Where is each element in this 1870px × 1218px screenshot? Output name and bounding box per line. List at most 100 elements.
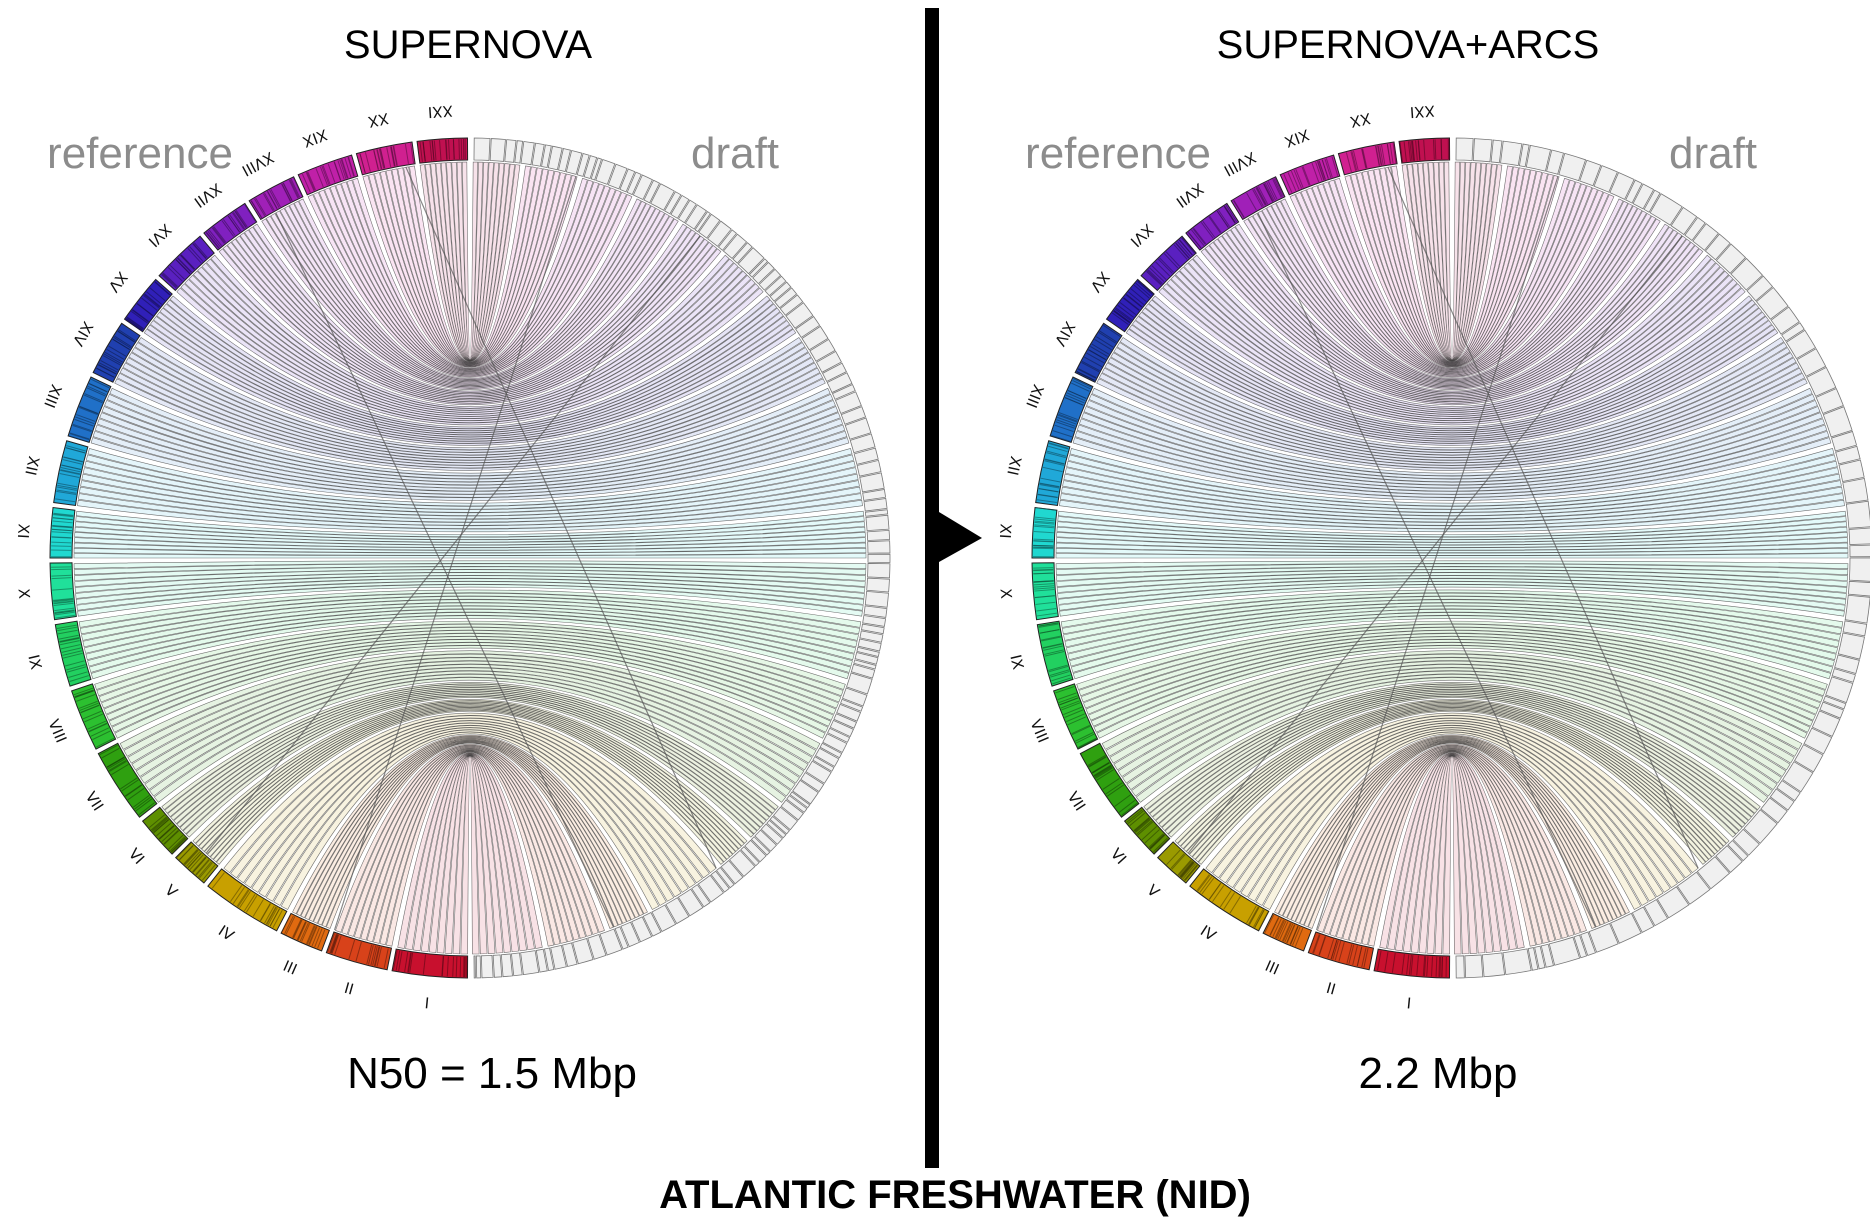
synteny-ribbon [1056,569,1848,587]
chromosome-texture [289,179,300,198]
draft-contig [590,157,603,181]
chromosome-texture [131,310,148,324]
chromosome-texture [1077,368,1097,379]
synteny-ribbon [84,460,856,513]
chromosome-texture [1386,143,1392,164]
chromosome-texture [1066,392,1086,402]
chromosome-texture [1181,237,1195,254]
draft-contig [862,615,887,627]
synteny-ribbon [207,706,733,858]
synteny-ribbon [192,699,748,844]
chromosome-texture [193,242,208,258]
chromosome-texture [1034,520,1055,524]
synteny-ribbon [1059,499,1845,533]
chromosome-texture [55,498,76,503]
chromosome-texture [112,338,130,351]
synteny-links [73,161,867,955]
synteny-ribbon [326,742,614,929]
chromosome-texture [1113,309,1131,323]
chromosome-texture [54,609,75,614]
chromosome-texture [1438,956,1441,977]
chromosome-texture [60,644,81,650]
draft-contig [740,846,760,867]
synteny-ribbon [1410,754,1494,953]
synteny-ribbon [1247,215,1657,389]
chromosome-texture [1107,784,1125,797]
chromosome-texture [1410,140,1414,161]
chromosome-label-XII: XII [21,455,43,477]
draft-contig [697,874,725,903]
draft-contig [1811,710,1841,737]
chromosome-texture [1312,934,1321,954]
chromosome-texture [1057,414,1078,423]
chromosome-texture [1440,139,1443,160]
chromosome-texture [1034,524,1055,527]
chromosome-texture [307,171,316,191]
draft-contig [1837,632,1865,660]
chromosome-texture [376,149,382,170]
chromosome-texture [1377,950,1382,971]
synteny-ribbon [1085,633,1819,715]
reference-label: reference [47,129,233,178]
synteny-ribbon [216,710,724,865]
draft-contig [764,275,787,297]
synteny-ribbon [248,226,692,395]
draft-contig [1481,952,1506,978]
synteny-ribbon [265,727,675,902]
synteny-ribbon [1221,232,1683,397]
synteny-ribbon [1356,172,1548,366]
draft-contig [651,904,677,933]
synteny-ribbon [106,636,834,721]
chromosome-texture [82,710,102,720]
chromosome-texture [1423,956,1427,977]
synteny-ribbon [1174,270,1730,417]
chromosome-texture [1316,161,1325,181]
draft-contig [710,870,730,893]
draft-contig [841,687,868,707]
translocation-link [205,235,701,854]
synteny-ribbon [78,589,862,628]
synteny-ribbon [360,748,580,941]
synteny-ribbon [346,179,594,370]
chromosome-texture [1050,670,1070,678]
synteny-ribbon [74,537,866,551]
draft-contig [1540,943,1554,968]
chromosome-texture [53,514,74,518]
translocation-link [275,212,615,928]
draft-contig [1472,138,1493,163]
chromosome-texture [1181,237,1196,254]
synteny-ribbon [1379,752,1525,949]
chromosome-texture [1379,145,1384,166]
chromosome-texture [1302,166,1311,186]
draft-contig [849,433,876,454]
panel-title: SUPERNOVA [344,23,593,67]
draft-contig [760,823,783,845]
chromosome-texture [1133,817,1150,832]
draft-contig [786,794,808,813]
chromosome-texture [1055,686,1075,694]
chromosome-texture [1044,458,1065,465]
chromosome-label-V: V [1143,881,1163,902]
chromosome-texture [52,588,73,591]
draft-contig [1803,727,1833,755]
draft-contig [853,447,879,465]
chromosome-texture [1159,257,1174,273]
draft-contig [1831,668,1856,683]
chromosome-label-XIV: XIV [68,318,96,349]
draft-contig [840,406,867,425]
chromosome-label-XX: XX [367,109,391,131]
synteny-ribbon [321,741,619,928]
chromosome-label-XVII: XVII [1173,179,1207,211]
chromosome-texture [355,941,362,962]
synteny-ribbon [92,430,848,498]
synteny-ribbon [1083,406,1821,486]
draft-contig [867,563,891,579]
synteny-ribbon [1056,521,1848,543]
synteny-ribbon [1295,191,1609,377]
chromosome-texture [373,946,380,967]
chromosome-texture [1351,151,1358,171]
synteny-ribbon [131,347,809,456]
chromosome-texture [183,849,198,865]
chromosome-texture [1332,940,1339,960]
synteny-ribbon [1088,636,1816,721]
